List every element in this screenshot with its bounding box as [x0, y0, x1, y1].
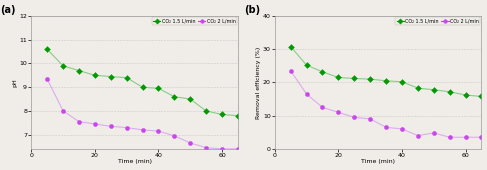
CO₂ 1.5 L/min [479, 95, 485, 97]
CO₂ 2 L/min [431, 132, 437, 134]
CO₂ 2 L/min [304, 93, 310, 95]
CO₂ 1.5 L/min [203, 110, 209, 112]
CO₂ 1.5 L/min [187, 98, 193, 100]
CO₂ 2 L/min [399, 128, 405, 130]
CO₂ 2 L/min [235, 148, 241, 150]
CO₂ 2 L/min [219, 148, 225, 150]
CO₂ 1.5 L/min [336, 76, 341, 79]
CO₂ 2 L/min [288, 70, 294, 72]
Legend: CO₂ 1.5 L/min, CO₂ 2 L/min: CO₂ 1.5 L/min, CO₂ 2 L/min [152, 17, 237, 25]
CO₂ 2 L/min [203, 147, 209, 149]
CO₂ 2 L/min [155, 130, 161, 132]
CO₂ 1.5 L/min [108, 75, 113, 78]
Legend: CO₂ 1.5 L/min, CO₂ 2 L/min: CO₂ 1.5 L/min, CO₂ 2 L/min [395, 17, 481, 25]
CO₂ 1.5 L/min [415, 87, 421, 89]
Line: CO₂ 2 L/min: CO₂ 2 L/min [289, 69, 484, 139]
CO₂ 2 L/min [447, 136, 452, 138]
Line: CO₂ 1.5 L/min: CO₂ 1.5 L/min [289, 45, 484, 98]
CO₂ 1.5 L/min [463, 94, 468, 96]
CO₂ 2 L/min [108, 125, 113, 127]
CO₂ 1.5 L/min [76, 70, 82, 72]
CO₂ 1.5 L/min [431, 89, 437, 91]
CO₂ 1.5 L/min [351, 78, 357, 80]
Y-axis label: pH: pH [13, 78, 18, 87]
CO₂ 1.5 L/min [304, 64, 310, 66]
X-axis label: Time (min): Time (min) [118, 159, 151, 164]
CO₂ 1.5 L/min [92, 74, 98, 76]
CO₂ 2 L/min [415, 135, 421, 137]
CO₂ 1.5 L/min [219, 113, 225, 115]
CO₂ 1.5 L/min [44, 48, 50, 50]
CO₂ 1.5 L/min [288, 46, 294, 48]
CO₂ 2 L/min [351, 116, 357, 118]
CO₂ 2 L/min [140, 129, 146, 131]
Text: (a): (a) [0, 5, 16, 15]
CO₂ 1.5 L/min [155, 87, 161, 89]
CO₂ 2 L/min [187, 142, 193, 144]
CO₂ 1.5 L/min [447, 91, 452, 93]
CO₂ 1.5 L/min [140, 86, 146, 88]
CO₂ 1.5 L/min [399, 81, 405, 83]
CO₂ 2 L/min [44, 78, 50, 80]
X-axis label: Time (min): Time (min) [361, 159, 395, 164]
Y-axis label: Removal efficiency (%): Removal efficiency (%) [256, 46, 262, 119]
CO₂ 1.5 L/min [367, 78, 373, 80]
CO₂ 1.5 L/min [235, 115, 241, 117]
CO₂ 1.5 L/min [60, 65, 66, 67]
CO₂ 2 L/min [60, 110, 66, 112]
CO₂ 2 L/min [171, 135, 177, 137]
CO₂ 2 L/min [124, 126, 130, 129]
CO₂ 2 L/min [463, 136, 468, 138]
Line: CO₂ 2 L/min: CO₂ 2 L/min [45, 77, 240, 151]
CO₂ 2 L/min [383, 126, 389, 128]
CO₂ 2 L/min [76, 121, 82, 123]
Line: CO₂ 1.5 L/min: CO₂ 1.5 L/min [45, 47, 240, 118]
CO₂ 1.5 L/min [171, 96, 177, 98]
CO₂ 2 L/min [479, 136, 485, 138]
CO₂ 2 L/min [336, 111, 341, 113]
CO₂ 2 L/min [92, 123, 98, 125]
CO₂ 1.5 L/min [383, 80, 389, 82]
CO₂ 2 L/min [367, 118, 373, 120]
CO₂ 1.5 L/min [124, 77, 130, 79]
CO₂ 1.5 L/min [319, 71, 325, 73]
Text: (b): (b) [244, 5, 260, 15]
CO₂ 2 L/min [319, 106, 325, 108]
